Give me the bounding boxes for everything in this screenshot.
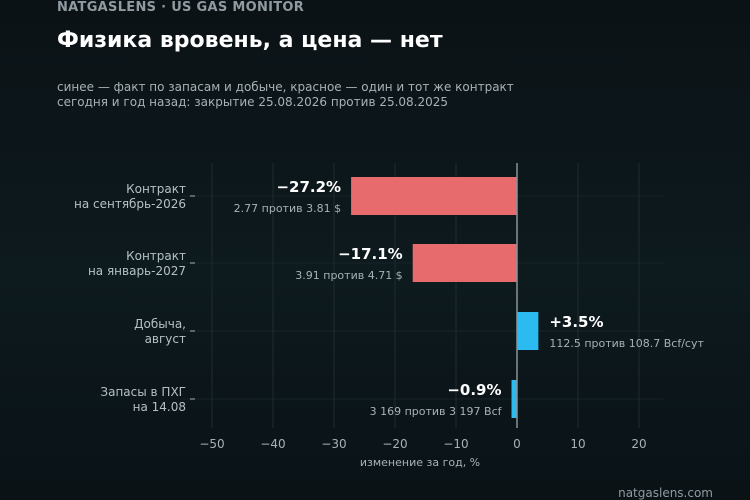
- kicker: NATGASLENS · US GAS MONITOR: [57, 0, 305, 15]
- x-tick-label: −40: [260, 437, 285, 451]
- category-label-line2: на январь-2027: [88, 264, 186, 278]
- bar-3: [517, 312, 539, 350]
- x-tick-label: 20: [631, 437, 646, 451]
- x-tick-label: −20: [382, 437, 407, 451]
- chart-subtitle: синее — факт по запасам и добыче, красно…: [57, 80, 514, 110]
- category-label-line1: Контракт: [126, 249, 186, 263]
- detail-label: 3.91 против 4.71 $: [295, 269, 402, 282]
- chart-title: Физика вровень, а цена — нет: [57, 28, 443, 53]
- x-axis-label: изменение за год, %: [360, 456, 480, 469]
- source-credit: natgaslens.com: [618, 486, 713, 500]
- subtitle-line-2: сегодня и год назад: закрытие 25.08.2026…: [57, 95, 449, 109]
- category-label-line1: Добыча,: [134, 317, 186, 331]
- x-tick-label: −30: [321, 437, 346, 451]
- bar-4: [511, 380, 517, 418]
- value-label: −27.2%: [276, 178, 341, 196]
- x-tick-label: 10: [570, 437, 585, 451]
- bar-1: [351, 177, 517, 215]
- x-tick-label: −50: [199, 437, 224, 451]
- category-label-line1: Запасы в ПХГ: [100, 385, 186, 399]
- category-label-line2: на сентябрь-2026: [74, 197, 186, 211]
- value-label: +3.5%: [549, 313, 603, 331]
- category-label-line2: август: [145, 332, 186, 346]
- category-label-line2: на 14.08: [133, 400, 186, 414]
- detail-label: 3 169 против 3 197 Bcf: [370, 405, 503, 418]
- detail-label: 112.5 против 108.7 Bcf/сут: [549, 337, 704, 350]
- value-label: −0.9%: [447, 381, 501, 399]
- detail-label: 2.77 против 3.81 $: [234, 202, 341, 215]
- bar-2: [412, 244, 517, 282]
- x-tick-label: 0: [513, 437, 521, 451]
- subtitle-line-1: синее — факт по запасам и добыче, красно…: [57, 80, 514, 94]
- value-label: −17.1%: [338, 245, 403, 263]
- x-tick-label: −10: [443, 437, 468, 451]
- category-label-line1: Контракт: [126, 182, 186, 196]
